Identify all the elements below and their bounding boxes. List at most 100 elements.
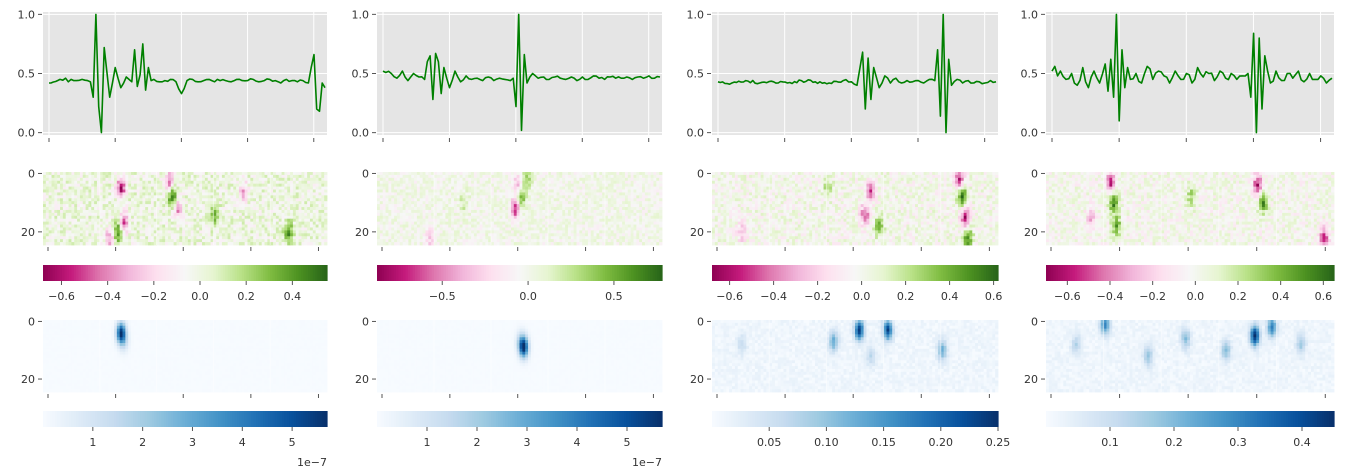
heatmap-cell — [82, 172, 86, 176]
heatmap-cell — [122, 224, 126, 228]
heatmap-cell — [187, 357, 192, 361]
heatmap-cell — [128, 242, 132, 246]
heatmap-cell — [82, 221, 86, 225]
heatmap-cell — [216, 363, 220, 367]
heatmap-cell — [145, 331, 149, 335]
heatmap-cell — [295, 209, 299, 214]
heatmap-cell — [159, 186, 163, 190]
heatmap-cell — [207, 242, 211, 246]
heatmap-cell — [102, 198, 106, 202]
heatmap-cell — [65, 354, 69, 358]
heatmap-cell — [45, 337, 50, 341]
heatmap-cell — [261, 340, 265, 344]
heatmap-cell — [190, 172, 194, 176]
heatmap-cell — [136, 366, 140, 370]
heatmap-cell — [233, 374, 237, 378]
heatmap-cell — [122, 331, 126, 335]
heatmap-cell — [156, 236, 160, 240]
heatmap-cell — [133, 360, 138, 364]
heatmap-cell — [202, 195, 206, 199]
heatmap-cell — [60, 186, 64, 190]
heatmap-cell — [54, 368, 58, 373]
heatmap-cell — [176, 371, 180, 376]
heatmap-cell — [82, 374, 86, 378]
heatmap-cell — [116, 348, 121, 353]
heatmap-cell — [256, 337, 260, 341]
heatmap-cell — [119, 366, 123, 370]
colorbar-segment — [121, 265, 125, 281]
heatmap-cell — [156, 368, 160, 373]
heatmap-cell — [216, 224, 220, 228]
heatmap-cell — [204, 371, 209, 376]
heatmap-cell — [125, 360, 129, 364]
heatmap-cell — [119, 201, 123, 205]
heatmap-cell — [71, 340, 75, 344]
heatmap-cell — [309, 360, 314, 364]
heatmap-cell — [179, 368, 183, 373]
heatmap-cell — [156, 325, 160, 330]
heatmap-cell — [68, 198, 72, 202]
heatmap-cell — [224, 374, 228, 378]
heatmap-cell — [159, 383, 163, 387]
heatmap-cell — [292, 192, 297, 196]
heatmap-cell — [301, 198, 305, 202]
heatmap-cell — [301, 366, 305, 370]
heatmap-cell — [238, 233, 243, 237]
heatmap-cell — [290, 354, 294, 358]
heatmap-cell — [102, 328, 106, 332]
heatmap-cell — [162, 230, 166, 234]
heatmap-cell — [108, 236, 112, 240]
heatmap-cell — [256, 360, 260, 364]
heatmap-cell — [233, 204, 237, 208]
heatmap-cell — [264, 337, 268, 341]
heatmap-cell — [136, 218, 140, 223]
heatmap-cell — [131, 360, 135, 364]
heatmap-cell — [224, 189, 228, 193]
heatmap-cell — [202, 174, 206, 179]
heatmap-cell — [213, 354, 217, 358]
heatmap-cell — [60, 224, 64, 228]
heatmap-cell — [261, 374, 265, 378]
heatmap-cell — [315, 366, 319, 370]
heatmap-cell — [275, 331, 280, 335]
heatmap-cell — [270, 172, 274, 176]
heatmap-cell — [131, 221, 135, 225]
heatmap-cell — [273, 325, 277, 330]
heatmap-cell — [176, 334, 180, 338]
heatmap-cell — [51, 183, 55, 187]
heatmap-cell — [196, 322, 200, 327]
heatmap-cell — [133, 320, 138, 324]
heatmap-cell — [227, 212, 231, 217]
heatmap-cell — [111, 348, 115, 353]
heatmap-cell — [304, 340, 308, 344]
heatmap-cell — [258, 322, 263, 327]
heatmap-cell — [258, 207, 263, 211]
heatmap-cell — [122, 363, 126, 367]
heatmap-cell — [165, 242, 169, 246]
heatmap-cell — [94, 320, 98, 324]
heatmap-cell — [219, 189, 223, 193]
heatmap-cell — [43, 209, 47, 214]
heatmap-cell — [315, 174, 319, 179]
heatmap-cell — [273, 233, 277, 237]
heatmap-cell — [131, 345, 135, 350]
heatmap-cell — [156, 192, 160, 196]
heatmap-cell — [185, 180, 189, 185]
heatmap-cell — [236, 239, 240, 243]
heatmap-cell — [71, 189, 75, 193]
heatmap-cell — [295, 366, 299, 370]
heatmap-cell — [301, 227, 305, 231]
heatmap-cell — [116, 180, 121, 185]
heatmap-cell — [150, 172, 155, 176]
heatmap-cell — [99, 227, 104, 231]
heatmap-cell — [233, 230, 237, 234]
heatmap-cell — [54, 383, 58, 387]
heatmap-cell — [241, 172, 246, 176]
heatmap-cell — [167, 239, 172, 243]
heatmap-cell — [190, 242, 194, 246]
heatmap-cell — [79, 328, 84, 332]
colorbar-segment — [69, 265, 72, 281]
heatmap-cell — [102, 371, 106, 376]
heatmap-cell — [179, 354, 183, 358]
heatmap-cell — [238, 345, 243, 350]
